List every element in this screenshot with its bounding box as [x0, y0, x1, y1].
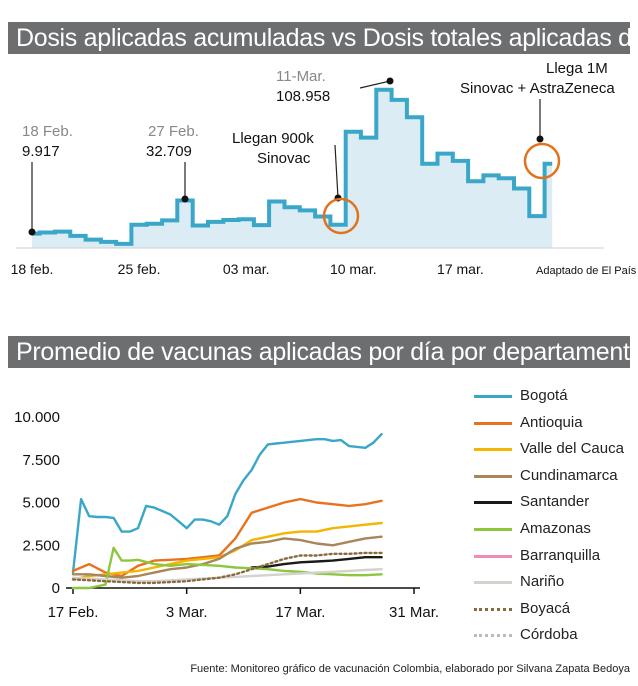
- legend-item: Boyacá: [474, 599, 634, 626]
- series-line-amazonas: [71, 546, 383, 590]
- x-tick-label: 03 mar.: [223, 261, 270, 277]
- series-line-antioquia: [71, 497, 383, 578]
- legend-label: Cundinamarca: [520, 466, 618, 484]
- legend-label: Boyacá: [520, 599, 571, 617]
- legend-label: Valle del Cauca: [520, 440, 624, 458]
- y-tick-label: 5.000: [22, 495, 60, 512]
- series-line: [32, 87, 553, 246]
- annotation-value: 32.709: [146, 143, 192, 160]
- annotation-dot: [28, 228, 36, 236]
- x-tick-label: 18 feb.: [11, 261, 54, 277]
- annotation-date: 11-Mar.: [276, 68, 326, 85]
- highlight-circle: [322, 197, 360, 235]
- area-fill: [32, 89, 553, 248]
- annotation-text: Llega 1M: [546, 60, 608, 77]
- highlight-circle: [523, 142, 561, 180]
- legend-swatch: [474, 581, 512, 585]
- chart2-title: Promedio de vacunas aplicadas por día po…: [8, 336, 638, 368]
- x-tick-label: 31 Mar.: [389, 604, 439, 621]
- legend-swatch: [474, 634, 512, 638]
- annotation-date: 18 Feb.: [22, 123, 73, 140]
- x-tick-label: 17 mar.: [437, 261, 484, 277]
- annotation-text: Sinovac + AstraZeneca: [460, 80, 615, 97]
- legend-swatch: [474, 501, 512, 505]
- y-tick-label: 10.000: [14, 409, 60, 426]
- legend-label: Bogotá: [520, 387, 568, 404]
- series-line-santander: [250, 556, 383, 569]
- annotation-leader: [334, 144, 339, 199]
- legend-swatch: [474, 607, 512, 611]
- annotation-value: 108.958: [276, 88, 330, 105]
- annotation-text: Llegan 900k: [232, 130, 314, 147]
- legend-label: Amazonas: [520, 519, 591, 537]
- legend-item: Córdoba: [474, 625, 634, 652]
- series-line-bogota: [71, 432, 383, 574]
- source-note: Adaptado de El País: [536, 265, 637, 277]
- series-line-boyaca: [71, 551, 383, 585]
- x-tick-label: 17 Mar.: [275, 604, 325, 621]
- chart1-title: Dosis aplicadas acumuladas vs Dosis tota…: [8, 22, 638, 54]
- legend-item: Bogotá: [474, 386, 634, 413]
- x-tick-label: 10 mar.: [330, 261, 377, 277]
- legend-swatch: [474, 395, 512, 398]
- annotation-dot: [536, 135, 544, 143]
- legend-label: Nariño: [520, 573, 565, 591]
- chart2-plot: 0 2.500 5.000 7.500 10.000 17 Feb. 3 Mar. 17 Ma…: [14, 409, 439, 621]
- legend-label: Antioquia: [520, 413, 583, 431]
- legend-item: Amazonas: [474, 519, 634, 546]
- legend-swatch: [474, 421, 512, 425]
- legend-item: Antioquia: [474, 413, 634, 440]
- series-line-narino: [71, 568, 383, 583]
- x-tick-label: 17 Feb.: [48, 604, 99, 621]
- footer-source: Fuente: Monitoreo gráfico de vacunación …: [190, 663, 630, 675]
- legend-swatch: [474, 527, 512, 531]
- y-tick-label: 2.500: [22, 537, 60, 554]
- y-tick-label: 0: [52, 580, 60, 597]
- legend-item: Cundinamarca: [474, 466, 634, 493]
- series-line-cundinamarca: [71, 535, 383, 579]
- legend-swatch: [474, 448, 512, 452]
- annotation-dot: [386, 77, 394, 85]
- legend-item: Santander: [474, 492, 634, 519]
- legend-label: Córdoba: [520, 626, 578, 644]
- legend-swatch: [474, 474, 512, 478]
- legend-swatch: [474, 554, 512, 558]
- legend-item: Nariño: [474, 572, 634, 599]
- annotation-date: 27 Feb.: [148, 123, 199, 140]
- x-tick-label: 25 feb.: [118, 261, 161, 277]
- annotation-dot: [181, 195, 189, 203]
- annotation-leader: [359, 80, 391, 89]
- x-tick-label: 3 Mar.: [166, 604, 208, 621]
- annotation-value: 9.917: [22, 143, 60, 160]
- annotation-text: Sinovac: [257, 150, 311, 167]
- legend-item: Barranquilla: [474, 546, 634, 573]
- legend: Bogotá Antioquia Valle del Cauca Cundinamar…: [474, 386, 634, 652]
- chart1-plot: 18 feb. 25 feb. 03 mar. 10 mar. 17 mar. 18 F…: [11, 60, 637, 277]
- legend-label: Barranquilla: [520, 546, 601, 564]
- y-tick-label: 7.500: [22, 452, 60, 469]
- legend-label: Santander: [520, 493, 590, 511]
- legend-item: Valle del Cauca: [474, 439, 634, 466]
